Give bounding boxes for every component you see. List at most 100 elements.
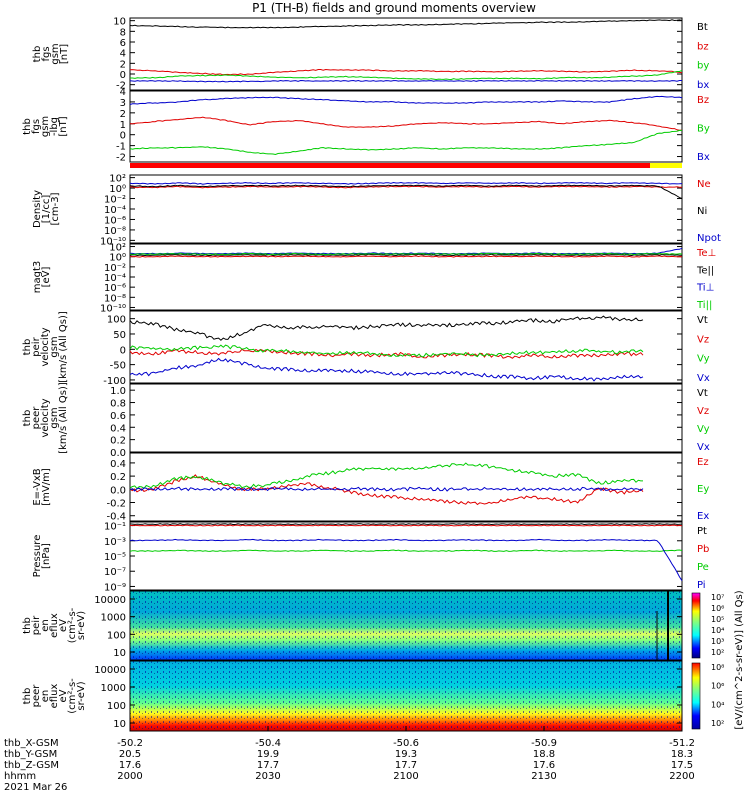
hhmm-value: 2200: [669, 771, 694, 782]
xaxis-label-y-gsm: thb_Y-GSM: [4, 749, 57, 760]
y-axis-label-line: [nPa]: [41, 543, 52, 569]
panel-frame: [129, 383, 683, 453]
y-tick-label: 0.2: [110, 472, 126, 483]
y-axis-label-line: thb: [22, 118, 33, 135]
hhmm-value: 2130: [531, 771, 556, 782]
series-line: [129, 348, 644, 359]
y-axis-label-line: thb: [22, 339, 33, 356]
z-gsm-value: 17.6: [533, 760, 555, 771]
y-tick-label: 10000: [94, 595, 126, 606]
y-axis-label-line: [nT]: [59, 44, 70, 64]
series-line: [129, 129, 682, 156]
y-axis-label-line: magt3: [32, 261, 43, 294]
xaxis-label-date: 2021 Mar 26: [4, 782, 67, 793]
y-tick-label: 10²: [109, 174, 126, 185]
y-tick-label: 10⁻⁸: [104, 226, 126, 237]
series-line: [129, 538, 683, 581]
y-tick-label: 10: [113, 17, 126, 28]
y-tick-label: 10⁻⁹: [104, 582, 126, 593]
y-axis-label-line: velocity: [40, 398, 51, 437]
hhmm-value: 2030: [255, 771, 280, 782]
y-axis-label-line: velocity: [40, 327, 51, 366]
y-axis-label-line: Pressure: [32, 535, 43, 578]
series-line: [129, 252, 683, 256]
series-line: [129, 344, 644, 358]
y-tick-label: 3: [120, 98, 126, 109]
y-axis-label-line: gsm: [50, 43, 61, 64]
panel-9: 10² 10⁴ 10⁶ 10⁸ 10 100 1000 10000 thbpeereneflux…: [22, 660, 724, 732]
hhmm-value: 2000: [117, 771, 142, 782]
legend-entry: Vz: [697, 406, 709, 417]
legend-entry: Vy: [697, 424, 710, 435]
legend-entry: Te⊥: [696, 248, 716, 259]
panel-frame: [129, 90, 683, 163]
legend-entry: Pi: [697, 580, 706, 591]
y-tick-label: 10⁻²: [104, 195, 126, 206]
legend-entry: Vz: [697, 334, 709, 345]
y-axis-label-line: peir: [31, 336, 42, 356]
y-tick-label: 0.8: [110, 399, 126, 410]
series-line: [129, 524, 683, 527]
y-axis-label-line: [1/cc]: [41, 195, 52, 224]
xaxis-columns: -50.2 20.5 17.6 2000 -50.4 19.9 17.7 203…: [117, 738, 695, 782]
series-line: [129, 253, 683, 257]
y-axis-label-line: eflux: [49, 684, 60, 709]
colorbar-tick-label: 10⁸: [711, 663, 724, 672]
state-bar-red: [130, 163, 650, 168]
y-tick-label: 10⁻⁸: [104, 293, 126, 304]
y-tick-label: 4: [120, 87, 126, 98]
y-tick-label: 2: [120, 59, 126, 70]
y-tick-label: 10000: [94, 665, 126, 676]
xaxis-column-4: -51.2 18.3 17.5 2200: [669, 738, 695, 782]
series-line: [129, 95, 683, 105]
y-tick-label: 4: [120, 49, 126, 60]
series-line: [129, 549, 683, 552]
legend-entry: Ni: [697, 206, 707, 217]
x-gsm-value: -50.6: [393, 738, 419, 749]
spectrogram-speckle: [130, 661, 682, 731]
y-tick-label: 0: [120, 70, 126, 81]
y-tick-label: 2: [120, 109, 126, 120]
legend-entry: Vy: [697, 354, 710, 365]
y-axis-label-line: [km/s (All Qs)]: [58, 311, 69, 383]
y-tick-label: 0: [120, 345, 126, 356]
y-tick-label: 10⁰: [109, 184, 126, 195]
y-tick-label: 10²: [109, 243, 126, 254]
y-tick-label: 1.0: [110, 386, 126, 397]
y-axis-label-line: eV: [58, 619, 69, 632]
y-tick-label: 100: [107, 315, 126, 326]
y-tick-label: 0.4: [110, 459, 126, 470]
y-tick-label: -50: [110, 361, 126, 372]
panel-6: -0.4 -0.2 0.0 0.2 0.4 E=-VxB[mV/m] Ez Ey Ex: [32, 452, 709, 523]
legend-entry: by: [697, 61, 709, 72]
colorbar-tick-label: 10²: [711, 719, 724, 728]
y-axis-label-line: [nT]: [58, 116, 69, 136]
legend-entry: Ez: [697, 457, 709, 468]
y-gsm-value: 18.3: [671, 749, 693, 760]
y-tick-label: 10⁻³: [104, 537, 126, 548]
z-gsm-value: 17.5: [671, 760, 693, 771]
panel-frame: [129, 310, 683, 384]
legend-entry: Vx: [697, 373, 710, 384]
colorbar: [691, 662, 701, 730]
y-axis-label-line: peer: [31, 684, 42, 708]
legend-entry: By: [697, 124, 710, 135]
series-line: [129, 315, 644, 341]
y-axis-label-line: en: [40, 690, 51, 703]
series-line: [129, 185, 682, 189]
y-axis-label-line: peir: [31, 615, 42, 635]
xaxis-label-hhmm: hhmm: [4, 771, 36, 782]
series-line: [129, 255, 683, 258]
xaxis-label-x-gsm: thb_X-GSM: [4, 738, 59, 749]
y-axis-label-line: thb: [32, 46, 43, 63]
y-tick-label: 10⁻⁵: [104, 552, 126, 563]
y-axis-label-line: sr-eV): [76, 611, 87, 640]
series-line: [129, 181, 683, 185]
y-axis-label-line: (cm²-s-: [67, 607, 78, 643]
y-gsm-value: 18.8: [533, 749, 555, 760]
y-tick-label: 6: [120, 38, 126, 49]
legend-entry: bx: [697, 80, 709, 91]
